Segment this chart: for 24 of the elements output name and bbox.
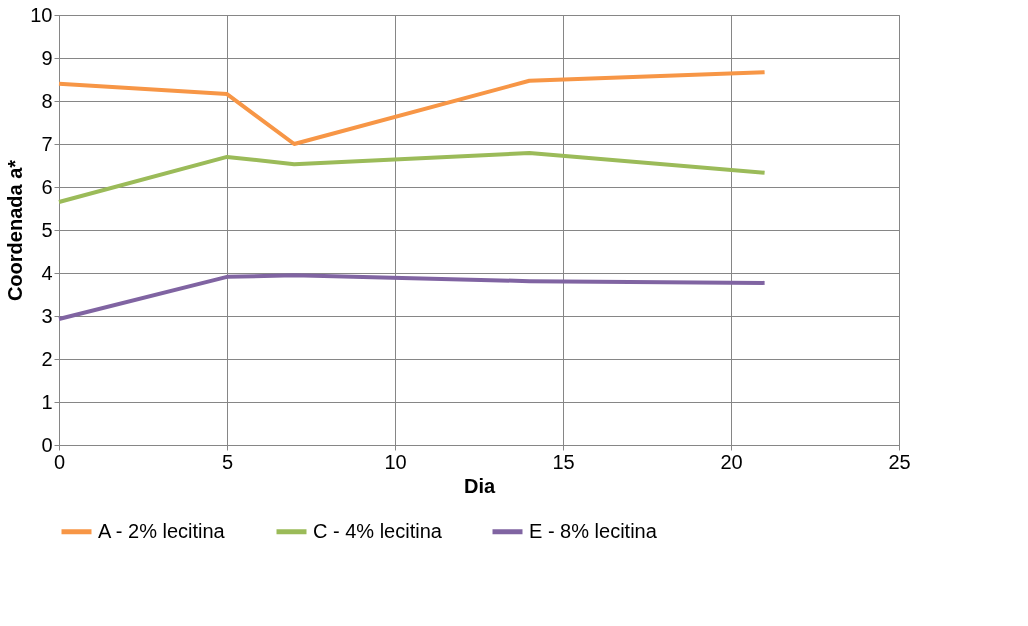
y-tick-label: 10 bbox=[30, 3, 53, 26]
y-tick-label: 4 bbox=[41, 261, 53, 284]
legend-label: E - 8% lecitina bbox=[529, 519, 658, 542]
y-tick-label: 6 bbox=[41, 175, 53, 198]
x-tick-label: 25 bbox=[888, 450, 911, 473]
y-tick-label: 0 bbox=[41, 433, 53, 456]
y-tick-label: 3 bbox=[41, 304, 53, 327]
line-series bbox=[57, 151, 767, 205]
y-tick-label: 1 bbox=[41, 390, 53, 413]
y-tick-label: 9 bbox=[41, 46, 53, 69]
x-tick-label: 10 bbox=[384, 450, 407, 473]
y-tick-label: 5 bbox=[41, 218, 53, 241]
y-tick-label: 2 bbox=[41, 347, 53, 370]
y-tick-label: 7 bbox=[41, 132, 53, 155]
legend-label: C - 4% lecitina bbox=[313, 519, 443, 542]
x-axis-title: Dia bbox=[463, 474, 496, 497]
x-tick-label: 5 bbox=[221, 450, 234, 473]
legend-label: A - 2% lecitina bbox=[98, 519, 226, 542]
y-axis-title: Coordenada a* bbox=[4, 159, 27, 302]
x-tick-label: 20 bbox=[720, 450, 743, 473]
x-tick-label: 15 bbox=[552, 450, 575, 473]
line-series bbox=[57, 70, 767, 146]
line-series bbox=[57, 273, 767, 322]
y-tick-label: 8 bbox=[41, 89, 53, 112]
